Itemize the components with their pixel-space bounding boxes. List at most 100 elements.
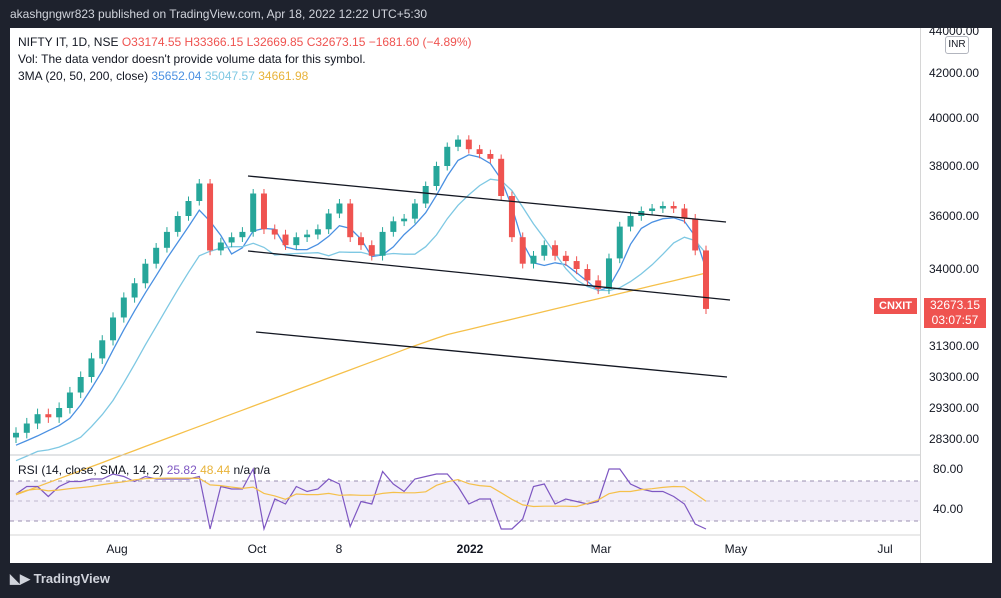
candle-body <box>45 414 52 418</box>
price-axis-svg[interactable]: 44000.00 42000.00 40000.00 38000.00 36000.00… <box>921 24 992 563</box>
candle-body <box>692 218 699 251</box>
candle-body <box>433 166 440 186</box>
candle-body <box>487 154 494 159</box>
last-price-value: 32673.15 <box>929 298 981 312</box>
trendline-lower <box>255 331 728 378</box>
rsi-tick-label: 80.00 <box>933 462 963 476</box>
price-tick-label: 42000.00 <box>929 66 979 80</box>
candle-body <box>77 377 84 393</box>
candle-body <box>325 213 332 230</box>
symbol-legend[interactable]: NIFTY IT, 1D, NSE O33174.55 H33366.15 L3… <box>18 35 472 49</box>
sma-20-line <box>15 154 707 446</box>
rsi-value: 25.82 <box>166 463 197 477</box>
ohlc-close: C32673.15 <box>306 35 366 49</box>
rsi-band <box>10 481 920 521</box>
candle-body <box>401 218 408 222</box>
candle-body <box>163 231 170 248</box>
sma-200-value: 34661.98 <box>258 69 309 83</box>
candle-body <box>88 358 95 377</box>
trendline-middle <box>247 250 731 301</box>
candle-body <box>153 247 160 264</box>
candle-body <box>66 392 73 408</box>
sma-legend[interactable]: 3MA (20, 50, 200, close) 35652.04 35047.… <box>18 69 308 83</box>
candle-body <box>185 201 192 216</box>
candle-body <box>498 158 505 196</box>
ohlc-low: L32669.85 <box>246 35 304 49</box>
rsi-label[interactable]: RSI (14, close, SMA, 14, 2) <box>18 463 164 477</box>
time-tick-label: 8 <box>336 542 343 556</box>
sma-50-value: 35047.57 <box>204 69 255 83</box>
candle-body <box>282 234 289 246</box>
candle-body <box>217 242 224 251</box>
candle-body <box>519 237 526 264</box>
candle-body <box>23 423 30 433</box>
price-tick-label: 31300.00 <box>929 339 979 353</box>
publish-text: akashgngwr823 published on TradingView.c… <box>10 7 428 21</box>
time-tick-label: Mar <box>591 542 612 556</box>
publish-header: akashgngwr823 published on TradingView.c… <box>0 0 1001 28</box>
candle-body <box>120 297 127 318</box>
sma-200-line <box>15 272 707 496</box>
candle-body <box>336 203 343 214</box>
candle-body <box>411 203 418 219</box>
sma-label[interactable]: 3MA (20, 50, 200, close) <box>18 69 149 83</box>
candle-body <box>584 269 591 281</box>
price-tick-label: 36000.00 <box>929 209 979 223</box>
price-tick-label: 29300.00 <box>929 401 979 415</box>
volume-note[interactable]: Vol: The data vendor doesn't provide vol… <box>18 52 366 66</box>
candle-body <box>670 206 677 209</box>
candle-body <box>239 231 246 238</box>
price-tick-label: 38000.00 <box>929 159 979 173</box>
rsi-na-1: n/a <box>233 463 251 477</box>
candle-body <box>703 250 709 309</box>
candle-body <box>99 340 106 359</box>
candle-body <box>616 226 623 259</box>
tv-logo-icon: ◣▶ <box>10 571 30 586</box>
symbol-name[interactable]: NIFTY IT, 1D, NSE <box>18 35 119 49</box>
trendline-upper <box>247 175 727 223</box>
bar-countdown: 03:07:57 <box>931 313 979 327</box>
sma-20-value: 35652.04 <box>151 69 202 83</box>
price-axis[interactable]: 44000.00 42000.00 40000.00 38000.00 36000.00… <box>920 24 992 563</box>
candle-body <box>228 237 235 243</box>
price-tick-label: 30300.00 <box>929 370 979 384</box>
candle-body <box>659 206 666 209</box>
candle-body <box>131 283 138 298</box>
time-tick-label: Aug <box>106 542 127 556</box>
price-chart[interactable]: Aug Oct 8 2022 Mar May Jul NIFTY IT, 1D, NSE O… <box>10 28 920 563</box>
rsi-legend[interactable]: RSI (14, close, SMA, 14, 2) 25.82 48.44 … <box>18 463 270 477</box>
candle-body <box>444 146 451 166</box>
time-tick-label: 2022 <box>457 542 484 556</box>
candle-body <box>314 229 321 235</box>
tradingview-logo[interactable]: ◣▶ TradingView <box>10 571 110 587</box>
candle-body <box>476 149 483 154</box>
candle-body <box>368 245 375 256</box>
chart-svg[interactable]: Aug Oct 8 2022 Mar May Jul <box>10 28 920 563</box>
candle-body <box>541 245 548 256</box>
footer: ◣▶ TradingView <box>0 563 1001 598</box>
candle-body <box>196 183 203 201</box>
rsi-sma-line <box>15 477 707 508</box>
candle-body <box>465 139 472 150</box>
candle-body <box>250 193 257 232</box>
candle-body <box>358 237 364 246</box>
currency-badge[interactable]: INR <box>945 36 969 54</box>
candle-body <box>508 196 515 238</box>
candle-body <box>293 237 300 246</box>
ohlc-high: H33366.15 <box>184 35 244 49</box>
candle-body <box>304 234 311 238</box>
sma-50-line <box>15 178 707 462</box>
candle-body <box>455 139 462 147</box>
time-tick-label: Oct <box>248 542 267 556</box>
price-tick-label: 44000.00 <box>929 28 979 38</box>
candle-body <box>260 193 267 230</box>
candle-body <box>271 229 278 235</box>
rsi-na-2: n/a <box>253 463 271 477</box>
candle-body <box>627 216 634 227</box>
candle-body <box>605 258 612 289</box>
candle-body <box>649 208 656 211</box>
rsi-line <box>15 467 707 532</box>
rsi-sma-value: 48.44 <box>200 463 231 477</box>
candle-body <box>207 183 214 251</box>
tv-brand-text: TradingView <box>33 571 110 586</box>
